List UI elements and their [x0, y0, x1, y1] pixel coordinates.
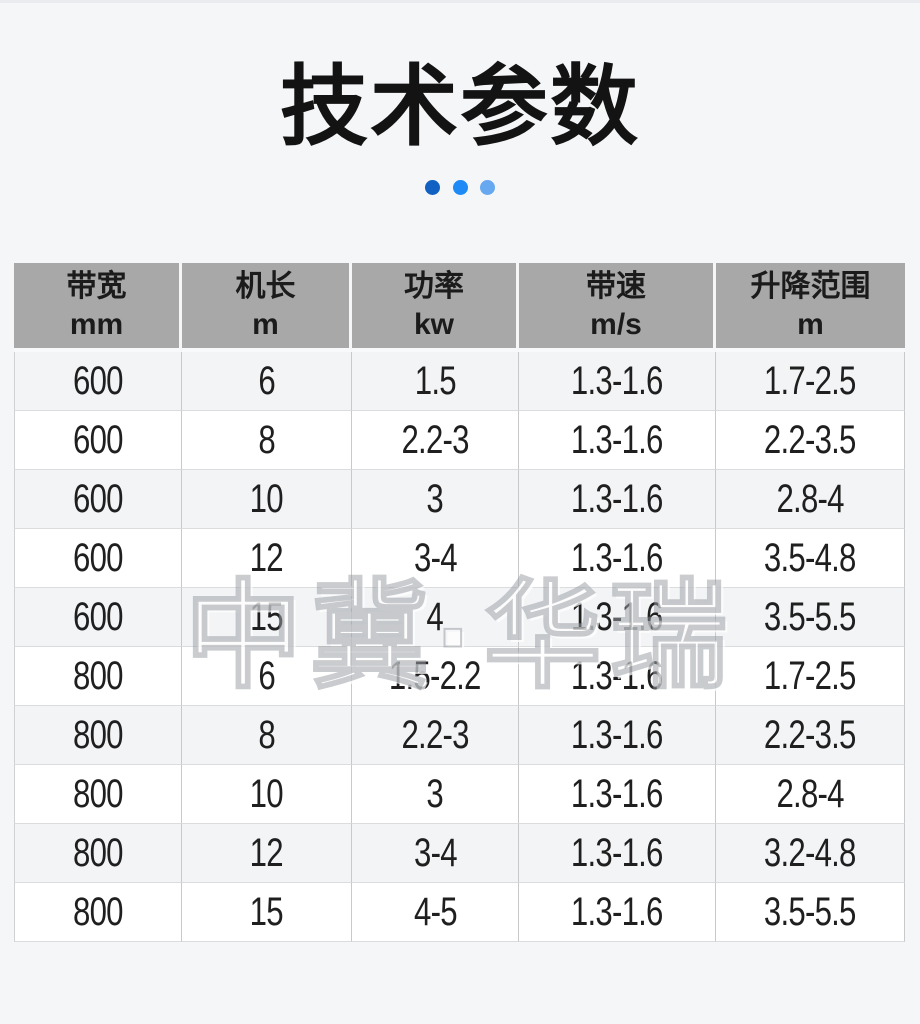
table-cell: 8 — [182, 411, 352, 470]
table-cell: 1.3-1.6 — [519, 765, 716, 824]
table-row: 800 8 2.2-3 1.3-1.6 2.2-3.5 — [14, 706, 905, 765]
table-cell: 2.2-3.5 — [716, 706, 905, 765]
top-divider — [0, 0, 920, 3]
table-row: 800 6 1.5-2.2 1.3-1.6 1.7-2.5 — [14, 647, 905, 706]
table-row: 600 6 1.5 1.3-1.6 1.7-2.5 — [14, 352, 905, 411]
table-cell: 10 — [182, 470, 352, 529]
table-cell: 600 — [14, 470, 182, 529]
table-row: 600 15 4 1.3-1.6 3.5-5.5 — [14, 588, 905, 647]
table-cell: 3 — [352, 470, 519, 529]
table-cell: 800 — [14, 706, 182, 765]
table-cell: 1.7-2.5 — [716, 647, 905, 706]
table-cell: 2.2-3 — [352, 411, 519, 470]
table-cell: 1.7-2.5 — [716, 352, 905, 411]
title-accent-dots — [0, 180, 920, 196]
table-cell: 1.5-2.2 — [352, 647, 519, 706]
table-cell: 1.3-1.6 — [519, 529, 716, 588]
table-cell: 10 — [182, 765, 352, 824]
table-cell: 1.3-1.6 — [519, 588, 716, 647]
spec-table-header: 带宽 mm 机长 m 功率 kw 带速 m/s 升降范围 m — [14, 263, 905, 352]
header-machine-length: 机长 m — [182, 263, 352, 352]
table-cell: 800 — [14, 883, 182, 942]
table-cell: 600 — [14, 352, 182, 411]
dot-dark-blue-icon — [425, 180, 441, 196]
table-cell: 1.3-1.6 — [519, 883, 716, 942]
table-cell: 3.2-4.8 — [716, 824, 905, 883]
dot-light-blue-icon — [479, 180, 495, 196]
table-cell: 3 — [352, 765, 519, 824]
table-row: 600 10 3 1.3-1.6 2.8-4 — [14, 470, 905, 529]
spec-table-container: 带宽 mm 机长 m 功率 kw 带速 m/s 升降范围 m — [14, 263, 905, 942]
table-cell: 1.3-1.6 — [519, 824, 716, 883]
table-cell: 1.3-1.6 — [519, 352, 716, 411]
page-title: 技术参数 — [279, 57, 640, 156]
table-cell: 2.2-3 — [352, 706, 519, 765]
header-belt-width: 带宽 mm — [14, 263, 182, 352]
table-cell: 15 — [182, 588, 352, 647]
table-cell: 4 — [352, 588, 519, 647]
table-cell: 1.3-1.6 — [519, 706, 716, 765]
header-belt-speed: 带速 m/s — [519, 263, 716, 352]
table-cell: 2.8-4 — [716, 765, 905, 824]
table-cell: 4-5 — [352, 883, 519, 942]
spec-table: 带宽 mm 机长 m 功率 kw 带速 m/s 升降范围 m — [14, 263, 905, 942]
table-cell: 1.3-1.6 — [519, 411, 716, 470]
spec-table-body: 600 6 1.5 1.3-1.6 1.7-2.5 600 8 2.2-3 1.… — [14, 352, 905, 942]
table-row: 800 15 4-5 1.3-1.6 3.5-5.5 — [14, 883, 905, 942]
table-cell: 600 — [14, 529, 182, 588]
table-cell: 600 — [14, 588, 182, 647]
table-cell: 800 — [14, 647, 182, 706]
table-row: 600 12 3-4 1.3-1.6 3.5-4.8 — [14, 529, 905, 588]
table-cell: 8 — [182, 706, 352, 765]
table-cell: 6 — [182, 352, 352, 411]
table-row: 800 10 3 1.3-1.6 2.8-4 — [14, 765, 905, 824]
header-lift-range: 升降范围 m — [716, 263, 905, 352]
header-power: 功率 kw — [352, 263, 519, 352]
table-cell: 3-4 — [352, 824, 519, 883]
table-cell: 3.5-5.5 — [716, 588, 905, 647]
table-cell: 1.5 — [352, 352, 519, 411]
table-cell: 1.3-1.6 — [519, 470, 716, 529]
table-cell: 6 — [182, 647, 352, 706]
table-cell: 12 — [182, 824, 352, 883]
table-cell: 15 — [182, 883, 352, 942]
table-cell: 800 — [14, 824, 182, 883]
table-cell: 3.5-4.8 — [716, 529, 905, 588]
table-cell: 2.8-4 — [716, 470, 905, 529]
table-cell: 12 — [182, 529, 352, 588]
table-row: 800 12 3-4 1.3-1.6 3.2-4.8 — [14, 824, 905, 883]
table-row: 600 8 2.2-3 1.3-1.6 2.2-3.5 — [14, 411, 905, 470]
table-cell: 800 — [14, 765, 182, 824]
table-cell: 600 — [14, 411, 182, 470]
table-cell: 2.2-3.5 — [716, 411, 905, 470]
table-cell: 3-4 — [352, 529, 519, 588]
table-cell: 1.3-1.6 — [519, 647, 716, 706]
table-cell: 3.5-5.5 — [716, 883, 905, 942]
header-row: 带宽 mm 机长 m 功率 kw 带速 m/s 升降范围 m — [14, 263, 905, 352]
dot-blue-icon — [452, 180, 468, 196]
